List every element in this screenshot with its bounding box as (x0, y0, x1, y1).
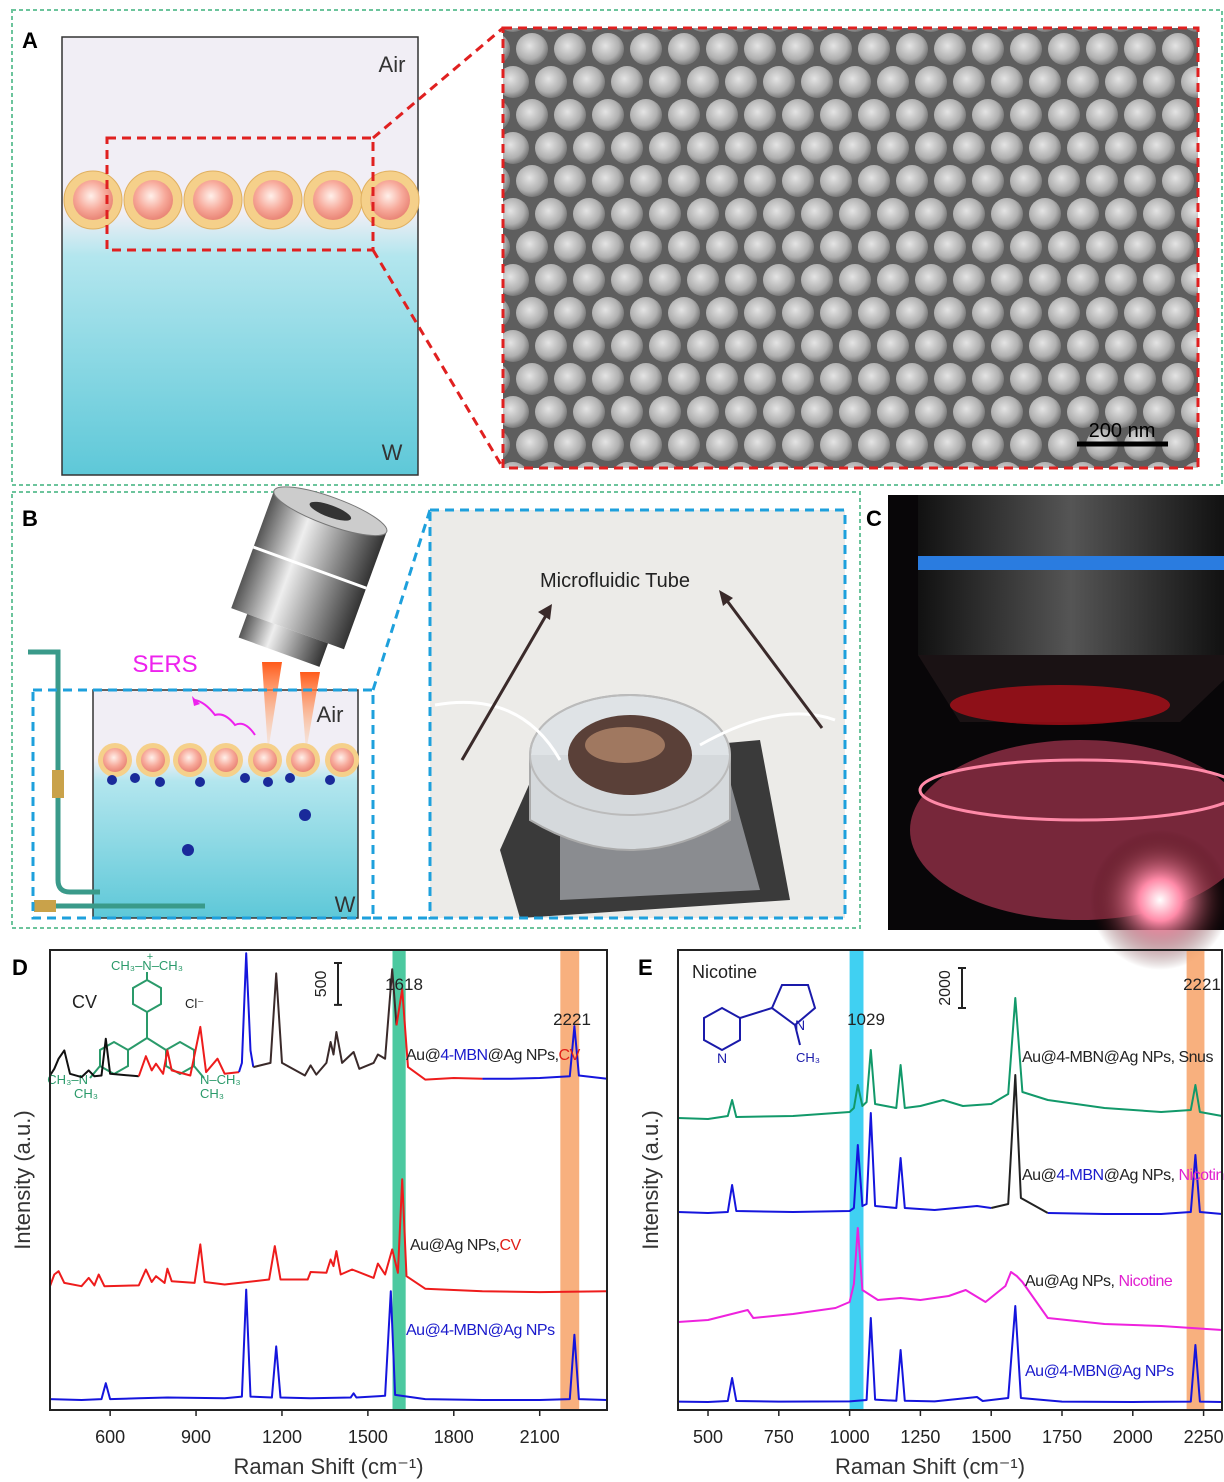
x-tick-label: 1200 (262, 1427, 302, 1447)
scale-bar-label: 2000 (937, 970, 954, 1006)
x-tick-label: 600 (95, 1427, 125, 1447)
x-tick-label: 500 (693, 1427, 723, 1447)
y-axis-label: Intensity (a.u.) (638, 1110, 663, 1249)
peak-label: 2221 (1183, 975, 1221, 994)
label-part: CV (559, 1047, 581, 1064)
connector (34, 900, 56, 912)
air-label: Air (317, 702, 344, 727)
molecule-name: Nicotine (692, 962, 757, 982)
peak-label: 1029 (847, 1010, 885, 1029)
photo-glow (950, 685, 1170, 725)
spectrum (50, 1290, 607, 1400)
x-tick-label: 750 (764, 1427, 794, 1447)
curve-label: Au@4-MBN@Ag NPs (406, 1322, 555, 1339)
scale-bar-label: 200 nm (1089, 420, 1156, 442)
water-label: W (382, 440, 403, 465)
x-tick-label: 2100 (520, 1427, 560, 1447)
plot-frame (50, 950, 607, 1410)
label-part: Au@4-MBN@Ag NPs (1025, 1363, 1174, 1380)
photo-objective (918, 495, 1224, 655)
peak-label: 1618 (385, 975, 423, 994)
label-part: Au@Ag NPs, (1025, 1273, 1118, 1290)
spectrum (397, 989, 483, 1079)
panel-label: C (866, 506, 882, 531)
spectrum (678, 1113, 991, 1213)
x-axis-label: Raman Shift (cm⁻¹) (835, 1454, 1025, 1479)
molecule-ion: Cl⁻ (185, 996, 204, 1011)
label-part: @Ag NPs, (488, 1047, 559, 1064)
label-part: 4-MBN (440, 1047, 487, 1064)
photo-caption: Microfluidic Tube (540, 570, 690, 592)
panel-label: D (12, 955, 28, 980)
label-part: Au@ (1022, 1167, 1056, 1184)
label-part: CV (500, 1237, 522, 1254)
label-part: @Ag NPs, (1104, 1167, 1179, 1184)
x-axis-label: Raman Shift (cm⁻¹) (233, 1454, 423, 1479)
schematic-box (62, 37, 418, 475)
molecule-atom: N (795, 1017, 805, 1033)
x-tick-label: 2250 (1184, 1427, 1224, 1447)
scale-bar-label: 500 (313, 970, 330, 997)
spectrum (991, 1075, 1048, 1213)
scale-bar (958, 968, 966, 1008)
curve-label: Au@4-MBN@Ag NPs,CV (406, 1047, 581, 1064)
molecule (90, 972, 204, 1078)
photo-ring (918, 556, 1224, 570)
spectrum (239, 953, 253, 1072)
curve-label: Au@4-MBN@Ag NPs (1025, 1363, 1174, 1380)
connector (52, 770, 64, 798)
curve-label: Au@4-MBN@Ag NPs, Nicotine (1022, 1167, 1224, 1184)
peak-label: 2221 (553, 1010, 591, 1029)
panel-label: B (22, 506, 38, 531)
label-part: Au@ (406, 1047, 440, 1064)
label-part: Nicotine (1178, 1167, 1224, 1184)
spectrum (50, 1179, 607, 1292)
label-part: Nicotine (1118, 1273, 1172, 1290)
panel-label: E (638, 955, 653, 980)
label-part: Au@Ag NPs, (410, 1237, 500, 1254)
molecule-atom: N (717, 1050, 727, 1066)
spectrum (678, 1306, 1222, 1402)
figure: A Air W 200 nm B SERS Air W Microfluidic… (0, 0, 1224, 1482)
curve-label: Au@Ag NPs,CV (410, 1237, 522, 1254)
x-tick-label: 1500 (971, 1427, 1011, 1447)
label-part: Au@4-MBN@Ag NPs, Snus (1022, 1049, 1213, 1066)
sers-label: SERS (132, 651, 197, 678)
panel-label: A (22, 28, 38, 53)
x-tick-label: 1250 (900, 1427, 940, 1447)
molecule-group: CH₃–N (47, 1072, 88, 1087)
molecule-labels: N N CH₃ (717, 1017, 820, 1066)
molecule-name: CV (72, 992, 97, 1012)
x-tick-label: 1500 (348, 1427, 388, 1447)
water-label: W (335, 892, 356, 917)
curve-label: Au@Ag NPs, Nicotine (1025, 1273, 1173, 1290)
label-part: 4-MBN (1056, 1167, 1103, 1184)
molecule-group: CH₃ (74, 1086, 98, 1101)
objective (223, 478, 392, 673)
x-tick-label: 1800 (434, 1427, 474, 1447)
molecule-group: N–CH₃ (200, 1072, 241, 1087)
x-tick-label: 1000 (830, 1427, 870, 1447)
y-axis-label: Intensity (a.u.) (10, 1110, 35, 1249)
molecule-group: CH₃ (200, 1086, 224, 1101)
x-tick-label: 900 (181, 1427, 211, 1447)
molecule-labels: CH₃–N–CH₃ + CH₃–N CH₃ N–CH₃ CH₃ (47, 951, 240, 1101)
air-label: Air (379, 52, 406, 77)
sem-image (503, 28, 1198, 468)
x-tick-label: 2000 (1113, 1427, 1153, 1447)
molecule-group: CH₃ (796, 1050, 820, 1065)
label-part: Au@4-MBN@Ag NPs (406, 1322, 555, 1339)
curve-label: Au@4-MBN@Ag NPs, Snus (1022, 1049, 1213, 1066)
x-tick-label: 1750 (1042, 1427, 1082, 1447)
scale-bar (334, 963, 342, 1005)
photo-droplet (585, 727, 665, 763)
molecule-charge: + (147, 951, 153, 963)
